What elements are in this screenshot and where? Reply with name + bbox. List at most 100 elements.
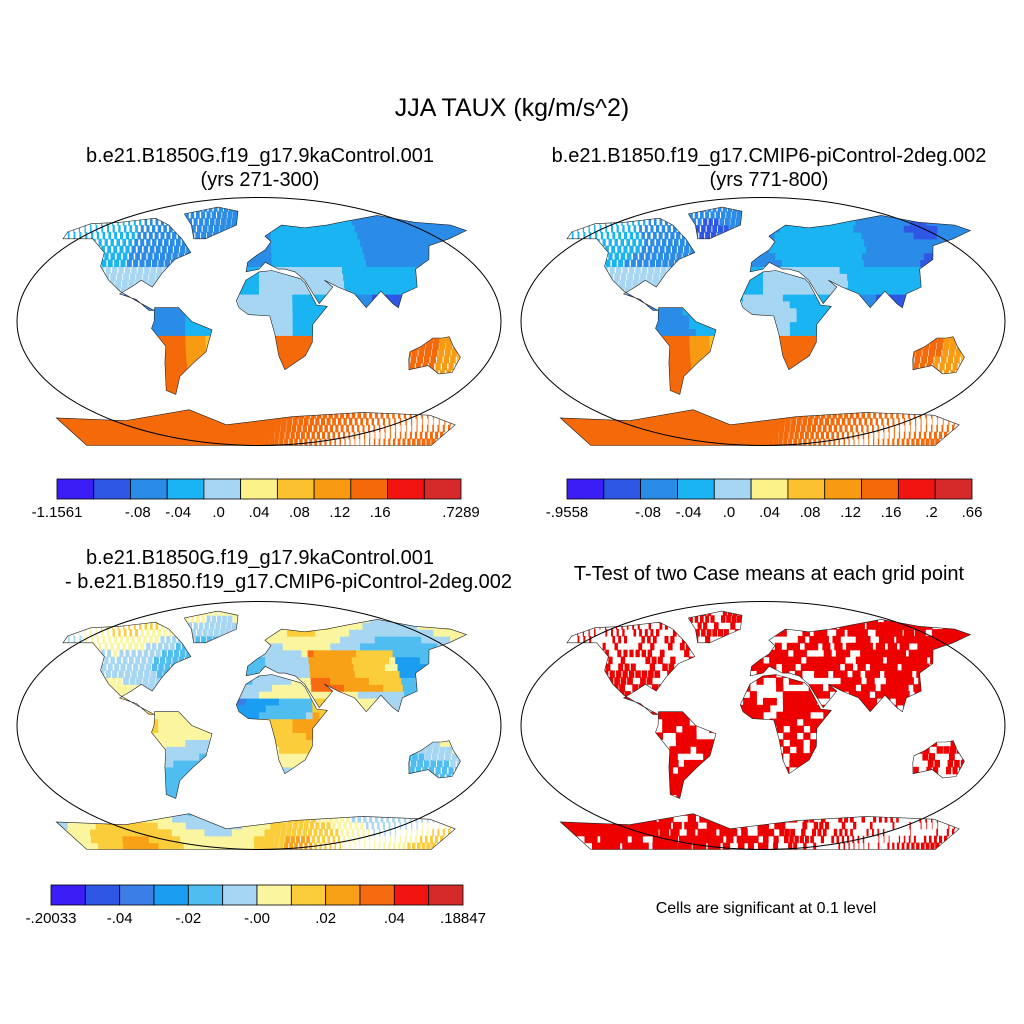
grid-cell	[342, 266, 351, 274]
grid-cell	[957, 321, 966, 329]
grid-cell	[884, 397, 889, 405]
grid-cell	[620, 404, 631, 412]
grid-cell	[56, 376, 59, 385]
grid-cell	[608, 252, 613, 261]
grid-cell	[217, 211, 222, 219]
grid-cell	[329, 424, 334, 433]
grid-cell	[744, 383, 752, 391]
grid-cell	[140, 287, 147, 295]
grid-cell	[676, 411, 685, 419]
grid-cell	[264, 431, 270, 440]
grid-cell	[889, 349, 896, 357]
grid-cell	[417, 355, 423, 364]
grid-cell	[903, 225, 915, 233]
grid-cell	[76, 383, 87, 391]
grid-cell	[670, 293, 677, 302]
grid-cell	[769, 259, 777, 267]
grid-cell	[67, 411, 80, 419]
grid-cell	[708, 218, 713, 226]
grid-cell	[854, 245, 863, 254]
grid-cell	[714, 218, 719, 226]
grid-cell	[153, 198, 154, 206]
grid-cell	[397, 383, 402, 391]
grid-cell	[169, 376, 178, 385]
grid-cell	[72, 300, 79, 309]
grid-cell	[449, 404, 451, 412]
grid-cell	[669, 328, 677, 336]
grid-cell	[563, 293, 570, 302]
grid-cell	[580, 245, 585, 254]
grid-cell	[684, 417, 693, 426]
grid-cell	[281, 225, 289, 233]
grid-cell	[124, 376, 134, 385]
grid-cell	[776, 307, 784, 316]
grid-cell	[908, 245, 919, 254]
grid-cell	[668, 431, 679, 440]
grid-cell	[145, 259, 151, 267]
grid-cell	[560, 328, 563, 336]
grid-cell	[920, 397, 924, 405]
grid-cell	[662, 321, 670, 329]
grid-cell	[866, 369, 873, 378]
grid-cell	[897, 376, 903, 385]
grid-cell	[734, 411, 741, 419]
grid-cell	[73, 349, 82, 357]
grid-cell	[253, 211, 260, 219]
grid-cell	[245, 342, 253, 350]
grid-cell	[331, 355, 338, 364]
grid-cell	[474, 315, 482, 323]
grid-cell	[857, 328, 865, 336]
grid-cell	[577, 211, 580, 219]
grid-cell	[394, 273, 404, 281]
grid-cell	[930, 314, 939, 323]
grid-cell	[313, 397, 319, 405]
grid-cell	[453, 273, 463, 281]
grid-cell	[398, 397, 403, 405]
grid-cell	[411, 349, 418, 357]
grid-cell	[675, 424, 685, 433]
grid-cell	[441, 397, 444, 405]
grid-cell	[590, 376, 600, 385]
grid-cell	[304, 362, 312, 371]
grid-cell	[87, 355, 97, 364]
grid-cell	[114, 383, 124, 391]
grid-cell	[594, 218, 595, 226]
grid-cell	[253, 411, 260, 419]
grid-cell	[923, 307, 932, 316]
grid-cell	[639, 390, 649, 398]
panel-2-title-line2: (yrs 771-800)	[709, 169, 829, 191]
grid-cell	[101, 225, 104, 233]
grid-cell	[971, 315, 979, 323]
grid-cell	[183, 231, 189, 240]
grid-cell	[843, 252, 852, 261]
grid-cell	[750, 266, 758, 274]
grid-cell	[691, 238, 697, 247]
grid-cell	[359, 383, 365, 391]
grid-cell	[412, 438, 416, 446]
grid-cell	[292, 349, 300, 357]
grid-cell	[332, 225, 341, 233]
grid-cell	[144, 376, 153, 385]
grid-cell	[97, 314, 105, 323]
grid-cell	[185, 300, 193, 309]
grid-cell	[971, 322, 978, 330]
grid-cell	[585, 287, 591, 295]
grid-cell	[604, 287, 611, 295]
grid-cell	[42, 266, 46, 274]
grid-cell	[899, 404, 903, 412]
grid-cell	[369, 231, 379, 240]
grid-cell	[473, 384, 476, 392]
grid-cell	[802, 293, 811, 302]
grid-cell	[312, 404, 318, 412]
grid-cell	[590, 349, 599, 357]
grid-cell	[485, 370, 489, 378]
grid-cell	[102, 411, 114, 419]
grid-cell	[929, 342, 937, 350]
grid-cell	[874, 362, 880, 371]
grid-cell	[395, 218, 406, 226]
grid-cell	[238, 207, 244, 212]
grid-cell	[596, 404, 608, 412]
grid-cell	[448, 280, 458, 288]
grid-cell	[394, 207, 407, 212]
grid-cell	[233, 259, 241, 267]
